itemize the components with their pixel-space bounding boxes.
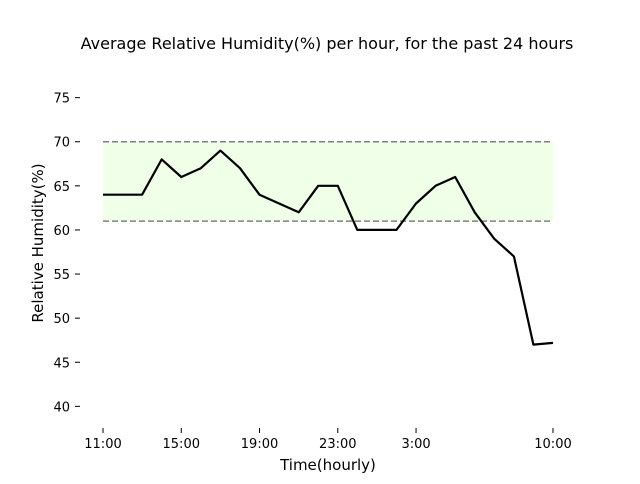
x-axis: 11:00 15:00 19:00 23:00 3:00 10:00 — [84, 428, 571, 452]
x-tick-label: 11:00 — [84, 437, 121, 452]
x-tick-label: 3:00 — [401, 437, 430, 452]
x-tick-label: 10:00 — [534, 437, 571, 452]
y-tick-label: 60 — [53, 224, 70, 239]
y-axis-label: Relative Humidity(%) — [29, 163, 47, 322]
x-axis-label: Time(hourly) — [279, 456, 376, 474]
x-tick-label: 19:00 — [241, 437, 278, 452]
y-tick-label: 40 — [53, 400, 70, 415]
x-tick-label: 15:00 — [163, 437, 200, 452]
y-axis: 40 45 50 55 60 65 70 75 — [53, 92, 80, 416]
y-tick-label: 45 — [53, 356, 70, 371]
x-tick-label: 23:00 — [319, 437, 356, 452]
y-tick-label: 75 — [53, 92, 70, 107]
y-tick-label: 55 — [53, 268, 70, 283]
chart-title: Average Relative Humidity(%) per hour, f… — [81, 34, 574, 53]
y-tick-label: 65 — [53, 180, 70, 195]
y-tick-label: 50 — [53, 312, 70, 327]
comfort-band — [103, 142, 553, 221]
y-tick-label: 70 — [53, 136, 70, 151]
